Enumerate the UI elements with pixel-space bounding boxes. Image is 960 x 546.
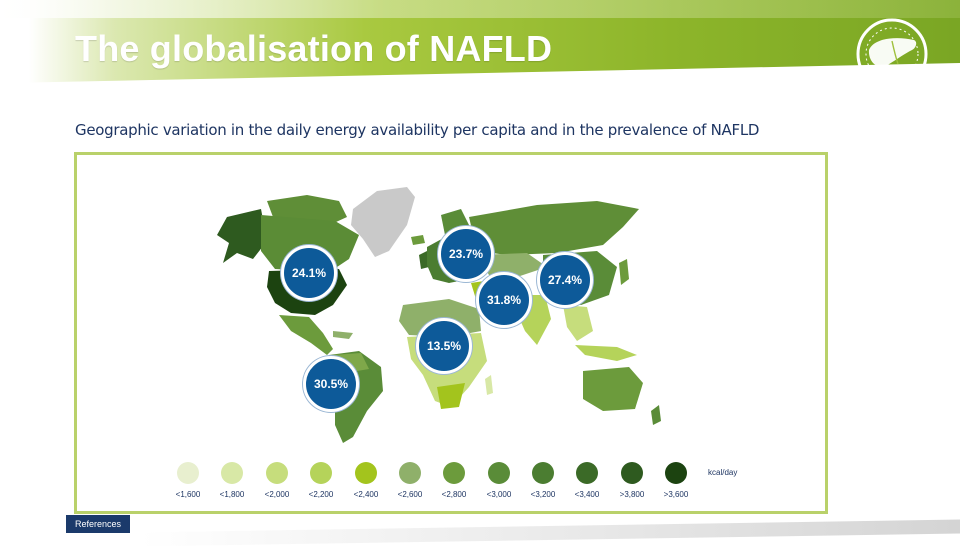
legend-swatch [532,462,554,484]
legend-swatch [310,462,332,484]
slide-title: The globalisation of NAFLD [75,28,553,69]
legend-swatch [266,462,288,484]
footer-sweep [140,519,960,546]
mexico [279,315,333,355]
japan [619,259,629,285]
legend-label: <2,800 [441,490,467,499]
legend-swatch [488,462,510,484]
new-zealand [651,405,661,425]
liver-logo-icon [856,18,928,90]
legend-label: <2,400 [353,490,379,499]
legend-swatch [576,462,598,484]
prevalence-north-america: 24.1% [281,245,337,301]
legend-swatch [177,462,199,484]
legend-label: >3,600 [663,490,689,499]
legend-unit: kcal/day [708,468,738,477]
greenland [351,187,415,257]
legend-label: <2,200 [308,490,334,499]
legend-label: <3,000 [486,490,512,499]
map-panel: 24.1% 30.5% 23.7% 31.8% 13.5% 27.4% <1,6… [74,152,828,514]
iceland [411,235,425,245]
uk [419,251,429,269]
header-banner [0,0,960,100]
legend-label: <2,000 [264,490,290,499]
legend-label: <1,800 [219,490,245,499]
alaska [217,209,267,263]
legend-label: <2,600 [397,490,423,499]
legend-label: >3,800 [619,490,645,499]
australia [583,367,643,411]
legend-label: <3,400 [574,490,600,499]
legend-swatch [665,462,687,484]
southeast-asia [563,305,593,341]
prevalence-south-america: 30.5% [303,356,359,412]
caribbean [333,331,353,339]
prevalence-asia: 27.4% [537,252,593,308]
prevalence-africa: 13.5% [416,318,472,374]
prevalence-middle-east: 31.8% [476,272,532,328]
legend-swatch [355,462,377,484]
references-button[interactable]: References [66,515,130,533]
legend-swatch [443,462,465,484]
slide-subtitle: Geographic variation in the daily energy… [75,121,760,139]
legend-swatch [621,462,643,484]
header-highlight [0,0,960,18]
legend-label: <1,600 [175,490,201,499]
legend-swatch [221,462,243,484]
russia [469,201,639,255]
prevalence-europe: 23.7% [438,226,494,282]
legend-label: <3,200 [530,490,556,499]
legend-swatch [399,462,421,484]
madagascar [485,375,493,395]
indonesia [575,345,637,361]
africa-south [437,383,465,409]
central-asia [477,253,547,277]
